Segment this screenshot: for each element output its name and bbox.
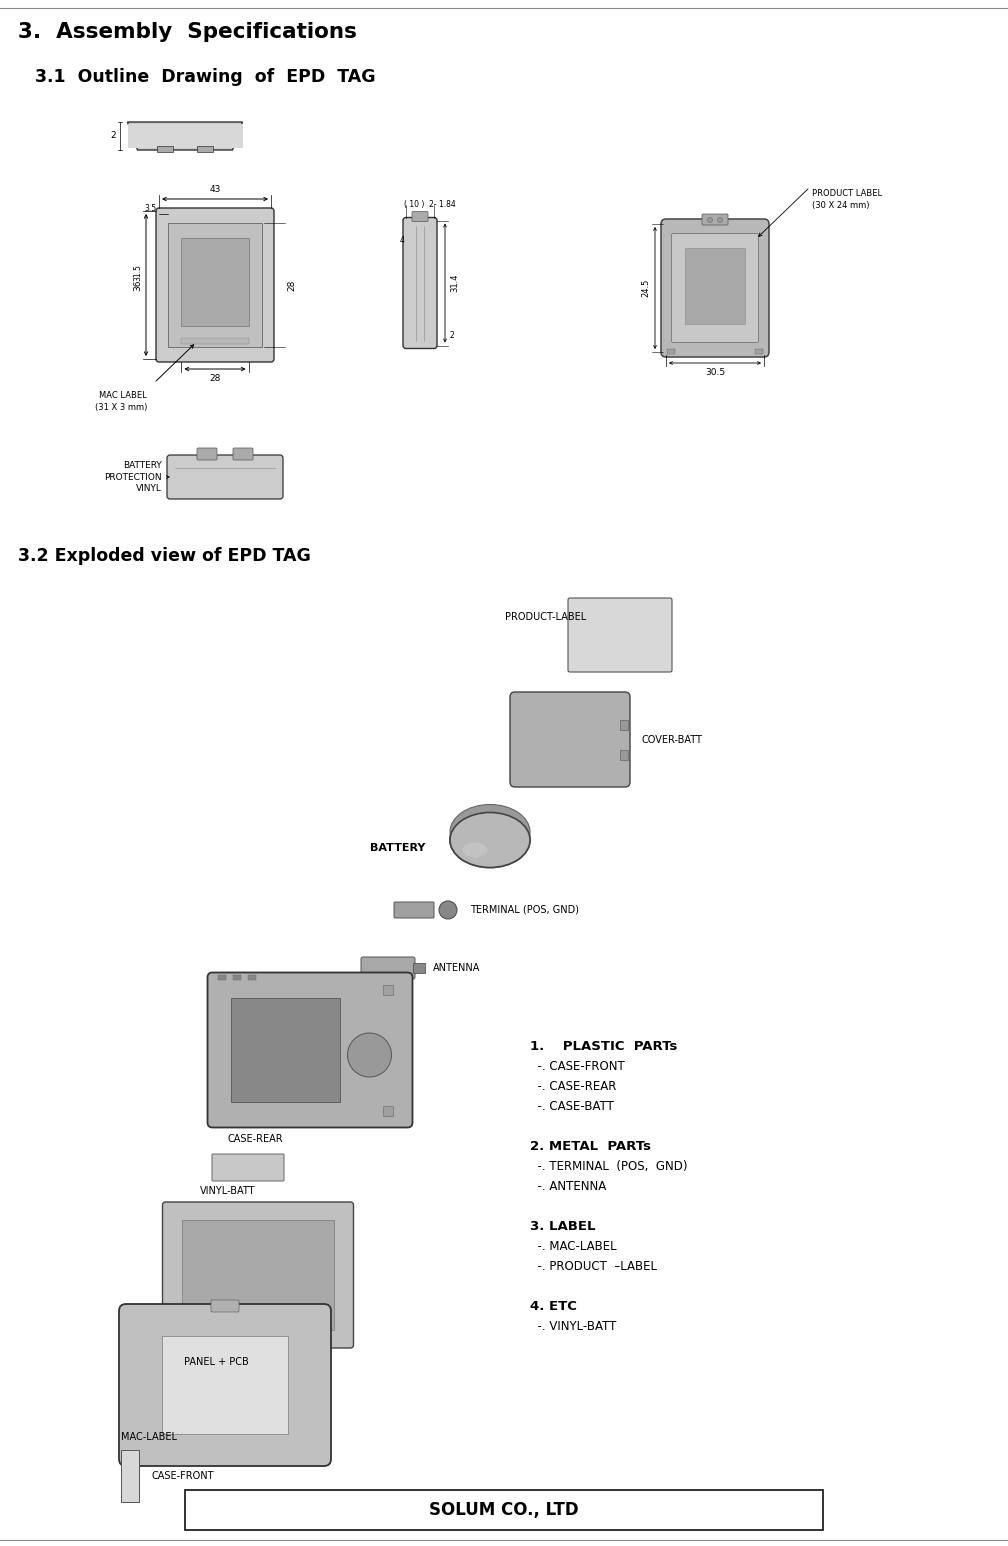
FancyBboxPatch shape [671, 233, 759, 343]
Text: -. CASE-REAR: -. CASE-REAR [530, 1081, 616, 1093]
FancyBboxPatch shape [661, 220, 769, 357]
Text: 28: 28 [287, 280, 296, 291]
Ellipse shape [463, 843, 488, 858]
Text: -. CASE-FRONT: -. CASE-FRONT [530, 1061, 625, 1073]
Text: 31.5: 31.5 [133, 264, 142, 281]
Bar [620, 750, 628, 761]
Text: COVER-BATT: COVER-BATT [642, 734, 703, 745]
Bar [185, 1490, 823, 1531]
Text: 24.5: 24.5 [641, 278, 650, 297]
Text: MAC LABEL
(31 X 3 mm): MAC LABEL (31 X 3 mm) [95, 391, 147, 411]
FancyBboxPatch shape [510, 693, 630, 787]
FancyBboxPatch shape [127, 124, 243, 148]
Circle shape [348, 1033, 391, 1078]
Bar [667, 349, 675, 354]
Text: -. CASE-BATT: -. CASE-BATT [530, 1101, 614, 1113]
Ellipse shape [450, 813, 530, 867]
Text: BATTERY
PROTECTION
VINYL: BATTERY PROTECTION VINYL [105, 461, 162, 493]
Text: 1.    PLASTIC  PARTs: 1. PLASTIC PARTs [530, 1040, 677, 1053]
Bar [182, 1220, 334, 1330]
FancyBboxPatch shape [156, 209, 274, 362]
Text: -. ANTENNA: -. ANTENNA [530, 1180, 606, 1194]
Bar [233, 974, 241, 980]
Bar [121, 1450, 139, 1503]
FancyBboxPatch shape [361, 957, 415, 979]
Bar [413, 963, 425, 972]
Text: VINYL-BATT: VINYL-BATT [200, 1186, 255, 1197]
Text: 36: 36 [133, 280, 142, 291]
FancyBboxPatch shape [403, 218, 437, 348]
Bar [161, 1336, 288, 1433]
Bar [382, 1105, 392, 1116]
FancyBboxPatch shape [197, 448, 217, 461]
Text: ( 10 )  2- 1.84: ( 10 ) 2- 1.84 [404, 201, 456, 210]
FancyBboxPatch shape [394, 901, 434, 918]
Text: ANTENNA: ANTENNA [433, 963, 481, 972]
Text: 2. METAL  PARTs: 2. METAL PARTs [530, 1139, 651, 1153]
Text: 31.4: 31.4 [450, 274, 459, 292]
Text: 2: 2 [450, 331, 455, 340]
Bar [197, 145, 213, 152]
Text: MAC-LABEL: MAC-LABEL [121, 1432, 177, 1442]
Text: 43: 43 [210, 186, 221, 193]
Bar [620, 720, 628, 730]
Text: TERMINAL (POS, GND): TERMINAL (POS, GND) [470, 904, 579, 915]
FancyBboxPatch shape [412, 212, 428, 221]
Text: CASE-REAR: CASE-REAR [228, 1135, 283, 1144]
FancyBboxPatch shape [211, 1300, 239, 1313]
FancyBboxPatch shape [702, 213, 728, 226]
FancyBboxPatch shape [162, 1201, 354, 1348]
Text: 4. ETC: 4. ETC [530, 1300, 577, 1313]
Text: 28: 28 [210, 374, 221, 383]
Text: 3.1  Outline  Drawing  of  EPD  TAG: 3.1 Outline Drawing of EPD TAG [35, 68, 376, 87]
Text: 2: 2 [110, 131, 116, 141]
Text: -. MAC-LABEL: -. MAC-LABEL [530, 1240, 617, 1252]
Text: -. VINYL-BATT: -. VINYL-BATT [530, 1320, 616, 1333]
FancyBboxPatch shape [233, 448, 253, 461]
FancyBboxPatch shape [119, 1303, 331, 1466]
Text: PANEL + PCB: PANEL + PCB [183, 1357, 248, 1367]
Bar [181, 339, 249, 345]
Circle shape [708, 218, 713, 223]
Bar [157, 145, 173, 152]
Bar [181, 238, 249, 326]
Text: -. TERMINAL  (POS,  GND): -. TERMINAL (POS, GND) [530, 1160, 687, 1173]
FancyBboxPatch shape [212, 1153, 284, 1181]
Text: CASE-FRONT: CASE-FRONT [151, 1470, 214, 1481]
Circle shape [439, 901, 457, 918]
Bar [382, 985, 392, 994]
FancyBboxPatch shape [208, 972, 412, 1127]
Bar [231, 997, 340, 1102]
Bar [684, 247, 745, 325]
Circle shape [718, 218, 723, 223]
Text: 3.2 Exploded view of EPD TAG: 3.2 Exploded view of EPD TAG [18, 547, 310, 564]
Bar [218, 974, 226, 980]
Bar [755, 349, 763, 354]
Text: BATTERY: BATTERY [370, 843, 425, 853]
FancyBboxPatch shape [167, 455, 283, 499]
Text: 3. LABEL: 3. LABEL [530, 1220, 596, 1234]
Text: 3.5: 3.5 [145, 204, 157, 213]
Ellipse shape [450, 813, 530, 867]
Text: PRODUCT LABEL
(30 X 24 mm): PRODUCT LABEL (30 X 24 mm) [812, 189, 882, 210]
Text: 4: 4 [399, 237, 404, 244]
Ellipse shape [450, 804, 530, 860]
Text: 3.  Assembly  Specifications: 3. Assembly Specifications [18, 22, 357, 42]
Text: -. PRODUCT  –LABEL: -. PRODUCT –LABEL [530, 1260, 657, 1272]
Text: SOLUM CO., LTD: SOLUM CO., LTD [429, 1501, 579, 1520]
Bar [168, 223, 262, 348]
Text: PRODUCT-LABEL: PRODUCT-LABEL [505, 612, 587, 621]
Text: 30.5: 30.5 [705, 368, 725, 377]
Bar [248, 974, 255, 980]
FancyBboxPatch shape [568, 598, 672, 673]
Polygon shape [127, 122, 243, 150]
